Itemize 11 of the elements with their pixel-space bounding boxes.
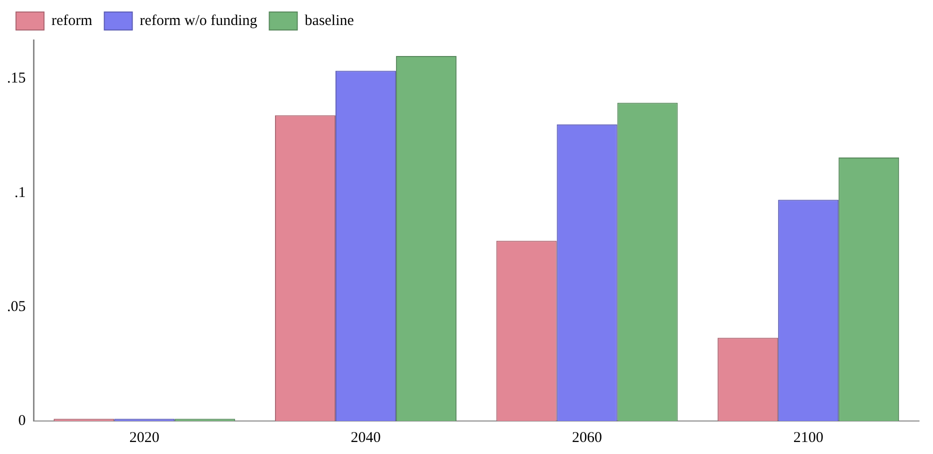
x-tick-label: 2020 bbox=[129, 430, 160, 446]
legend-label: baseline bbox=[304, 12, 354, 29]
y-tick-label: 0 bbox=[18, 412, 26, 429]
y-tick-label: .1 bbox=[14, 184, 26, 201]
x-tick-label: 2040 bbox=[350, 430, 381, 446]
legend-label: reform w/o funding bbox=[140, 12, 258, 29]
x-tick-label: 2100 bbox=[793, 430, 824, 446]
legend-label: reform bbox=[52, 12, 93, 29]
y-tick-label: .05 bbox=[7, 298, 26, 315]
x-tick-label: 2060 bbox=[572, 430, 602, 446]
y-tick-label: .15 bbox=[7, 70, 26, 87]
